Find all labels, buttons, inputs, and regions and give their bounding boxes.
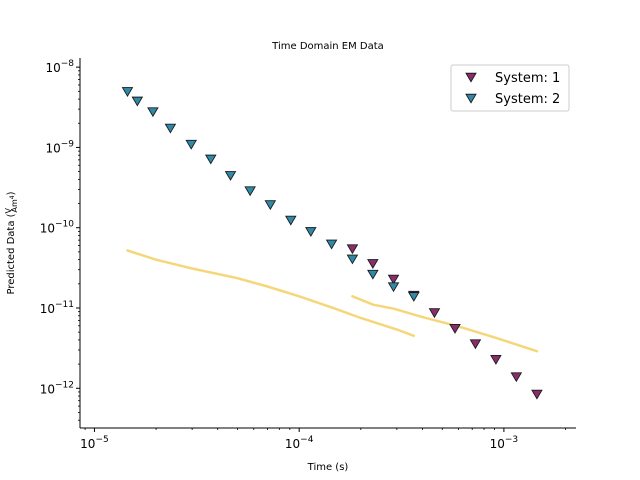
y-tick-label: 10−8 — [45, 59, 74, 75]
series-2-point — [264, 200, 277, 211]
x-axis-label: Time (s) — [307, 462, 349, 473]
series-1-point — [469, 339, 482, 350]
series-2-point — [244, 186, 256, 197]
axes — [79, 58, 576, 429]
y-ticks: 10−8 10−9 10−10 10−11 10−12 — [40, 59, 80, 421]
series-1-point — [531, 389, 543, 400]
y-tick-label: 10−10 — [40, 220, 75, 236]
series-2-point — [147, 107, 159, 118]
series-2-point — [121, 87, 134, 97]
series-1-point — [367, 259, 379, 269]
series-2-point — [387, 282, 400, 293]
series-2-point — [367, 269, 379, 280]
legend: System: 1 System: 2 — [450, 64, 570, 112]
series-1-point — [510, 372, 523, 383]
series-1-point — [387, 274, 400, 285]
chart-title: Time Domain EM Data — [271, 41, 384, 52]
series-2-point — [346, 254, 359, 265]
y-tick-label: 10−12 — [40, 380, 74, 396]
x-tick-label: 10−4 — [285, 435, 314, 451]
y-axis-label-main: Predicted Data ( — [6, 213, 17, 294]
plot-lines — [126, 249, 539, 353]
series-1-point — [449, 324, 461, 334]
x-tick-label: 10−5 — [80, 435, 109, 451]
x-ticks: 10−5 10−4 10−3 — [80, 428, 566, 451]
svg-text:Predicted Data (VAm4): Predicted Data (VAm4) — [4, 191, 19, 294]
legend-box — [450, 64, 570, 112]
series-1-point — [346, 244, 359, 255]
y-tick-label: 10−9 — [45, 139, 74, 155]
series-2-point — [131, 96, 144, 107]
legend-label-1: System: 1 — [495, 71, 560, 86]
y-axis-label-den-sup: 4 — [9, 195, 16, 199]
legend-marker-2 — [465, 93, 477, 104]
series-2-point — [305, 227, 317, 238]
y-axis-label-close: ) — [6, 191, 17, 195]
y-axis-label: Predicted Data (VAm4) — [4, 191, 19, 294]
series-2-point — [224, 171, 237, 181]
curve-line-1 — [126, 249, 416, 338]
series-2-point — [204, 154, 217, 165]
curve-line-2 — [351, 295, 539, 353]
series-2-point — [185, 139, 198, 150]
legend-marker-1 — [465, 72, 477, 83]
series-2-point — [285, 215, 297, 226]
series-2-point — [325, 239, 338, 250]
series-1-point — [428, 308, 441, 319]
y-axis-label-num: V — [4, 207, 13, 213]
series-1-point — [490, 355, 502, 365]
series-2-point — [164, 123, 177, 134]
y-axis-label-den: Am — [10, 199, 19, 212]
y-tick-label: 10−11 — [40, 300, 74, 316]
series-2-point — [408, 292, 420, 302]
x-tick-label: 10−3 — [490, 435, 519, 451]
plot-markers — [121, 87, 543, 400]
legend-label-2: System: 2 — [495, 92, 560, 107]
